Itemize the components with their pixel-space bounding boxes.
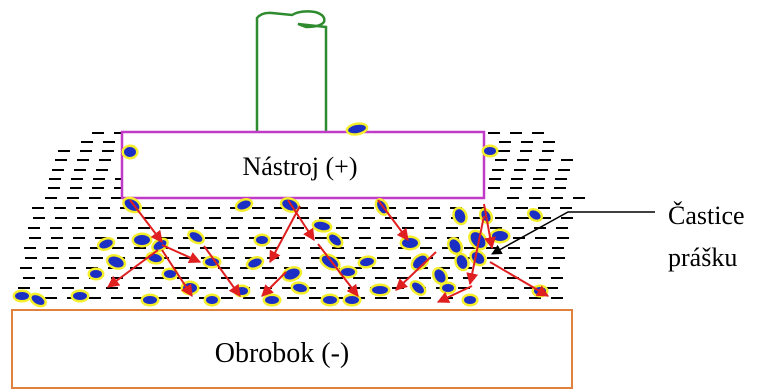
powder-particle	[105, 254, 127, 270]
powder-particle	[410, 253, 430, 271]
powder-particle	[326, 232, 344, 248]
powder-particle	[290, 281, 310, 295]
discharge-arrow	[395, 251, 437, 291]
discharge-arrow	[161, 249, 193, 298]
powder-particle	[338, 265, 358, 279]
powder-particle	[431, 266, 449, 286]
powder-particle	[369, 283, 391, 297]
discharge-arrow	[269, 205, 301, 264]
discharge-arrow	[317, 243, 359, 297]
electrode-stem	[255, 10, 328, 132]
discharge-arrow	[287, 199, 315, 242]
powder-particle	[70, 289, 90, 303]
powder-particle	[234, 198, 254, 212]
tool-electrode	[120, 130, 486, 200]
discharge-arrow	[489, 261, 550, 297]
powder-particle	[446, 236, 464, 256]
powder-particle	[311, 219, 333, 233]
powder-particle	[253, 233, 271, 247]
powder-particle	[121, 144, 139, 160]
powder-particle	[481, 144, 499, 158]
discharge-arrow	[483, 203, 496, 250]
powder-particle	[281, 266, 303, 282]
discharge-arrow	[129, 199, 163, 243]
discharge-arrow	[377, 199, 409, 241]
powder-particle	[140, 293, 160, 307]
discharge-arrow	[436, 285, 473, 303]
powder-particle	[87, 267, 105, 281]
powder-particle	[131, 232, 153, 248]
powder-particle	[454, 252, 470, 272]
discharge-arrows	[107, 199, 550, 303]
workpiece-block	[11, 309, 573, 389]
powder-particle	[409, 280, 427, 296]
powder-particle	[29, 292, 47, 308]
powder-particle	[468, 229, 488, 251]
powder-particle	[439, 281, 457, 295]
tool-label: Nástroj (+)	[242, 152, 357, 181]
powder-particle	[357, 255, 377, 269]
discharge-arrow	[466, 215, 485, 286]
powder-particle	[245, 256, 265, 270]
powder-particle	[452, 206, 468, 226]
discharge-arrow	[261, 271, 287, 297]
powder-particles	[12, 122, 549, 308]
powder-particle	[461, 293, 479, 307]
powder-particle	[161, 267, 179, 281]
particle-label-line1: Častice	[668, 201, 745, 230]
powder-particle	[526, 207, 544, 223]
discharge-arrow	[161, 244, 202, 264]
powder-particle	[203, 293, 221, 307]
particle-leader-line	[491, 211, 655, 255]
powder-particle	[262, 293, 282, 307]
discharge-arrow	[107, 249, 159, 288]
powder-particle	[96, 237, 116, 251]
powder-particle	[399, 235, 421, 251]
workpiece-label: Obrobok (-)	[215, 338, 350, 369]
discharge-arrow	[203, 245, 241, 297]
powder-particle	[12, 289, 32, 303]
powder-particle	[187, 229, 205, 245]
powder-particle	[345, 122, 369, 136]
powder-particle	[320, 293, 340, 307]
powder-particle	[489, 228, 511, 244]
particle-label-line2: prášku	[668, 243, 737, 272]
